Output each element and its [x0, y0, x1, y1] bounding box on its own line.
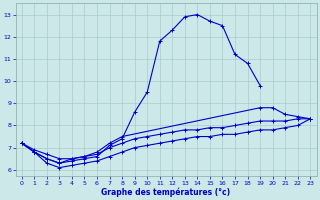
X-axis label: Graphe des températures (°c): Graphe des températures (°c): [101, 187, 231, 197]
